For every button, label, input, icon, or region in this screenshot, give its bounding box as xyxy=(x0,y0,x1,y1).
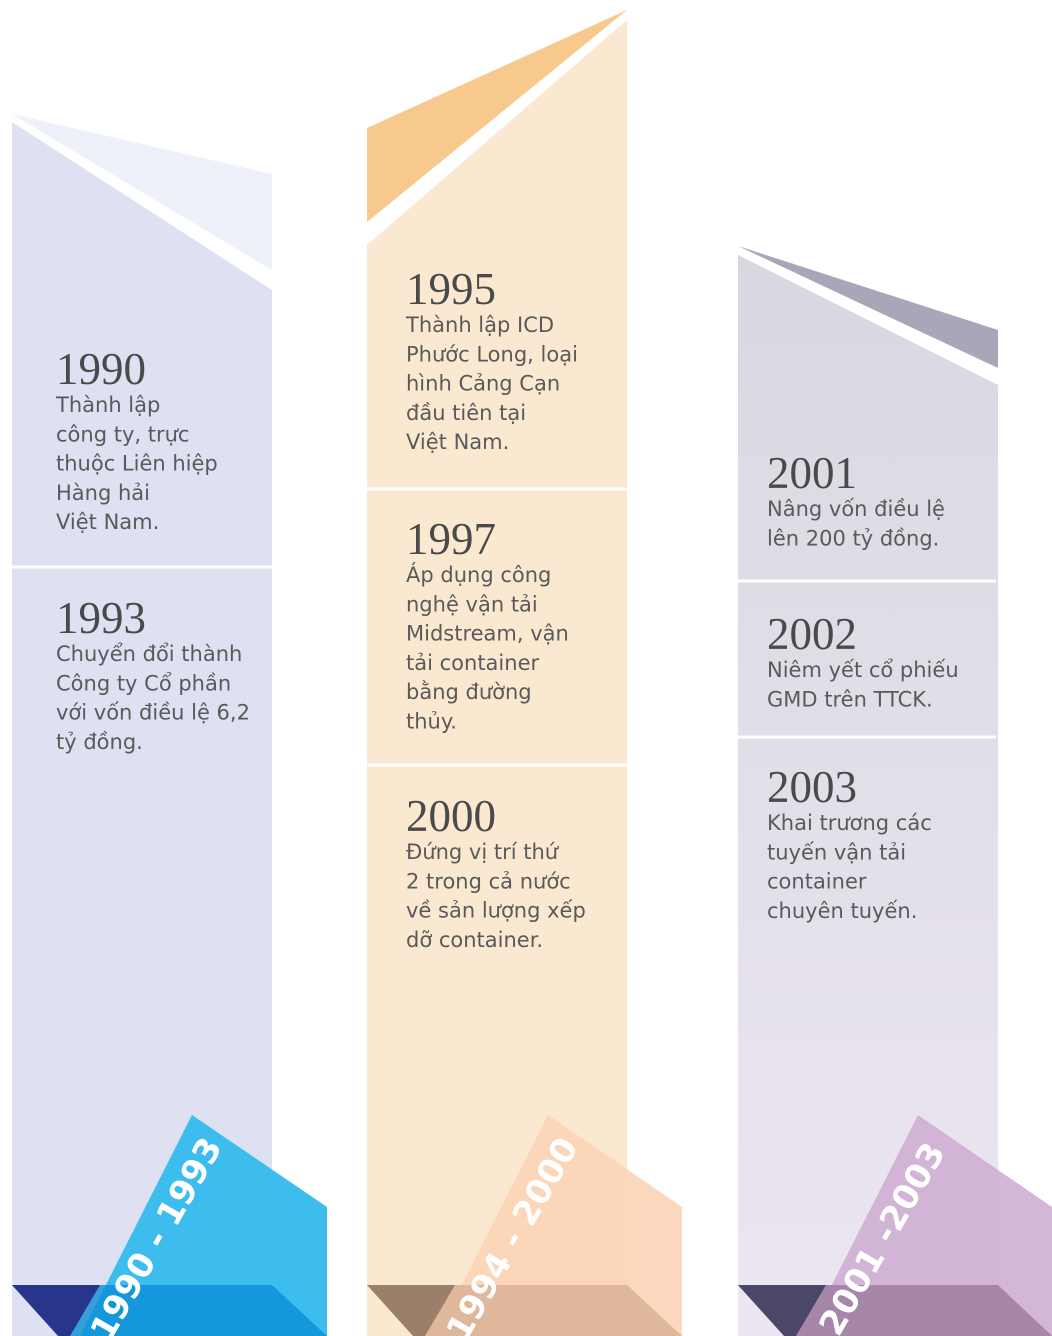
entry-text: về sản lượng xếp xyxy=(406,899,586,923)
column-body xyxy=(738,255,998,1336)
entry-text: tỷ đồng. xyxy=(56,730,143,754)
column-body xyxy=(12,122,272,1336)
entry-text: Khai trương các xyxy=(767,811,932,835)
entry-text: Nâng vốn điều lệ xyxy=(767,497,945,521)
year: 2003 xyxy=(767,762,857,812)
column-top xyxy=(738,246,998,368)
entry-text: Áp dụng công xyxy=(406,562,551,587)
entry-text: 2 trong cả nước xyxy=(406,869,571,893)
entry-text: Công ty Cổ phần xyxy=(56,671,231,695)
entry-text: lên 200 tỷ đồng. xyxy=(767,526,939,550)
entry-text: Việt Nam. xyxy=(56,510,159,534)
entry-text: Chuyển đổi thành xyxy=(56,642,242,666)
entry-text: thủy. xyxy=(406,710,457,734)
entry-text: Niêm yết cổ phiếu xyxy=(767,658,959,682)
entry-text: chuyên tuyến. xyxy=(767,899,917,923)
column-top xyxy=(367,10,627,222)
entry-text: tải container xyxy=(406,651,539,675)
entry-text: Thành lập ICD xyxy=(405,313,554,337)
year: 2001 xyxy=(767,448,857,498)
entry-text: nghệ vận tải xyxy=(406,592,538,616)
entry-text: tuyến vận tải xyxy=(767,840,906,864)
entry-text: Việt Nam. xyxy=(406,430,509,454)
entry-text: thuộc Liên hiệp xyxy=(56,452,218,476)
entry-text: Đứng vị trí thứ xyxy=(406,840,560,864)
entry-text: đầu tiên tại xyxy=(406,401,526,425)
entry-text: hình Cảng Cạn xyxy=(406,372,560,396)
entry-text: công ty, trực xyxy=(56,422,189,446)
column-top xyxy=(12,114,272,270)
entry-text: Hàng hải xyxy=(56,481,150,505)
year: 2000 xyxy=(406,791,496,841)
entry-text: với vốn điều lệ 6,2 xyxy=(56,701,250,725)
period-shape xyxy=(806,1115,1052,1336)
year: 1997 xyxy=(406,514,496,564)
entry-text: bằng đường xyxy=(406,680,532,704)
entry-text: Midstream, vận xyxy=(406,622,569,646)
entry-text: Thành lập xyxy=(55,393,160,417)
period-shape xyxy=(436,1115,682,1336)
year: 1995 xyxy=(406,264,496,314)
period-shape xyxy=(80,1115,327,1336)
column-body xyxy=(367,20,627,1336)
entry-text: GMD trên TTCK. xyxy=(767,687,933,711)
entry-text: dỡ container. xyxy=(406,928,543,952)
period-base xyxy=(12,1285,100,1336)
period-base xyxy=(738,1285,826,1336)
year: 1990 xyxy=(56,344,146,394)
entry-text: container xyxy=(767,870,867,894)
entry-text: Phước Long, loại xyxy=(406,342,578,366)
year: 1993 xyxy=(56,593,146,643)
period-base xyxy=(367,1285,455,1336)
year: 2002 xyxy=(767,609,857,659)
